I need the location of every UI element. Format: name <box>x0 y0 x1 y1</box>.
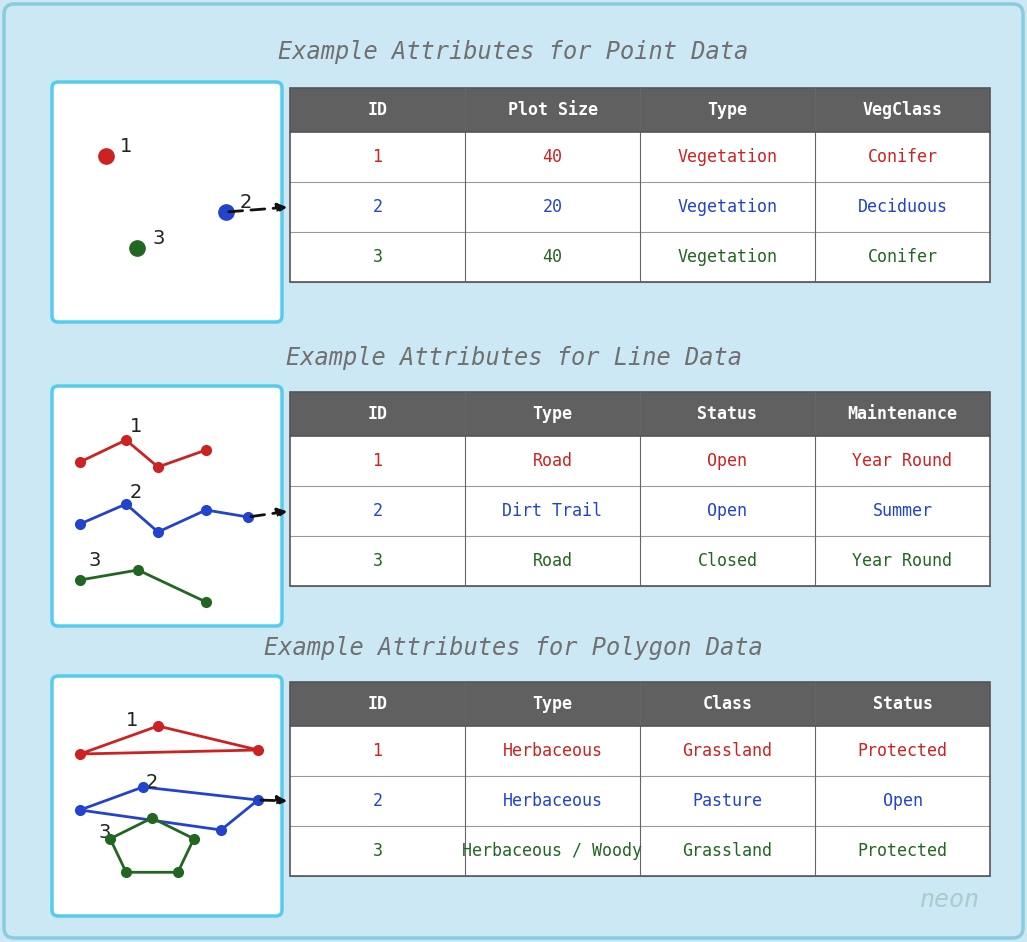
Text: Herbaceous / Woody: Herbaceous / Woody <box>462 842 643 860</box>
Bar <box>290 232 990 282</box>
Text: Deciduous: Deciduous <box>858 198 948 216</box>
Text: Class: Class <box>702 695 753 713</box>
Text: Status: Status <box>873 695 933 713</box>
Bar <box>290 486 990 536</box>
Bar <box>290 182 990 232</box>
Text: neon: neon <box>920 888 980 912</box>
Bar <box>290 682 990 876</box>
Text: Example Attributes for Polygon Data: Example Attributes for Polygon Data <box>264 636 763 660</box>
Bar <box>290 88 990 132</box>
Text: Herbaceous: Herbaceous <box>502 742 603 760</box>
FancyBboxPatch shape <box>52 676 282 916</box>
FancyArrowPatch shape <box>229 204 284 212</box>
Text: Year Round: Year Round <box>852 552 952 570</box>
Text: Closed: Closed <box>697 552 758 570</box>
Text: Grassland: Grassland <box>683 842 772 860</box>
Text: Vegetation: Vegetation <box>678 148 777 166</box>
Text: Example Attributes for Point Data: Example Attributes for Point Data <box>278 40 749 64</box>
Bar <box>290 826 990 876</box>
Text: 2: 2 <box>373 502 382 520</box>
FancyBboxPatch shape <box>52 82 282 322</box>
FancyBboxPatch shape <box>4 4 1023 938</box>
Text: Protected: Protected <box>858 842 948 860</box>
Text: ID: ID <box>368 405 387 423</box>
Bar <box>290 776 990 826</box>
Text: Example Attributes for Line Data: Example Attributes for Line Data <box>286 346 741 370</box>
Text: Herbaceous: Herbaceous <box>502 792 603 810</box>
Text: Plot Size: Plot Size <box>507 101 598 119</box>
Text: Road: Road <box>533 552 572 570</box>
Bar <box>290 436 990 486</box>
Text: Type: Type <box>708 101 748 119</box>
Bar <box>290 726 990 776</box>
Text: Status: Status <box>697 405 758 423</box>
Text: 1: 1 <box>126 710 139 729</box>
Text: 3: 3 <box>373 842 382 860</box>
Bar <box>290 536 990 586</box>
Text: 20: 20 <box>542 198 563 216</box>
Bar <box>290 88 990 282</box>
Text: ID: ID <box>368 101 387 119</box>
Text: Pasture: Pasture <box>692 792 762 810</box>
Bar <box>290 392 990 586</box>
Text: 2: 2 <box>373 792 382 810</box>
Text: Grassland: Grassland <box>683 742 772 760</box>
Text: Open: Open <box>708 452 748 470</box>
Text: Dirt Trail: Dirt Trail <box>502 502 603 520</box>
Text: Year Round: Year Round <box>852 452 952 470</box>
FancyArrowPatch shape <box>261 797 284 804</box>
FancyArrowPatch shape <box>251 509 284 517</box>
Text: 3: 3 <box>152 229 164 248</box>
Text: Vegetation: Vegetation <box>678 198 777 216</box>
Text: Summer: Summer <box>873 502 933 520</box>
Text: Protected: Protected <box>858 742 948 760</box>
Text: Type: Type <box>533 405 572 423</box>
Text: 1: 1 <box>130 417 143 436</box>
Bar <box>290 392 990 436</box>
Text: Open: Open <box>708 502 748 520</box>
Text: 2: 2 <box>146 772 158 791</box>
Text: Maintenance: Maintenance <box>847 405 957 423</box>
Text: 3: 3 <box>98 822 110 841</box>
Text: Type: Type <box>533 695 572 713</box>
Text: 2: 2 <box>240 192 253 212</box>
Text: Conifer: Conifer <box>868 248 938 266</box>
Text: 1: 1 <box>373 148 382 166</box>
Text: 2: 2 <box>373 198 382 216</box>
Text: 1: 1 <box>373 742 382 760</box>
Text: ID: ID <box>368 695 387 713</box>
Text: Conifer: Conifer <box>868 148 938 166</box>
Text: 3: 3 <box>373 552 382 570</box>
Text: 1: 1 <box>373 452 382 470</box>
FancyBboxPatch shape <box>52 386 282 626</box>
Text: 1: 1 <box>120 137 132 155</box>
Text: 2: 2 <box>130 482 143 501</box>
Text: Open: Open <box>882 792 922 810</box>
Text: 3: 3 <box>373 248 382 266</box>
Bar <box>290 682 990 726</box>
Text: 40: 40 <box>542 148 563 166</box>
Text: Vegetation: Vegetation <box>678 248 777 266</box>
Bar <box>290 132 990 182</box>
Text: VegClass: VegClass <box>863 101 943 119</box>
Text: 40: 40 <box>542 248 563 266</box>
Text: Road: Road <box>533 452 572 470</box>
Text: 3: 3 <box>88 550 101 570</box>
